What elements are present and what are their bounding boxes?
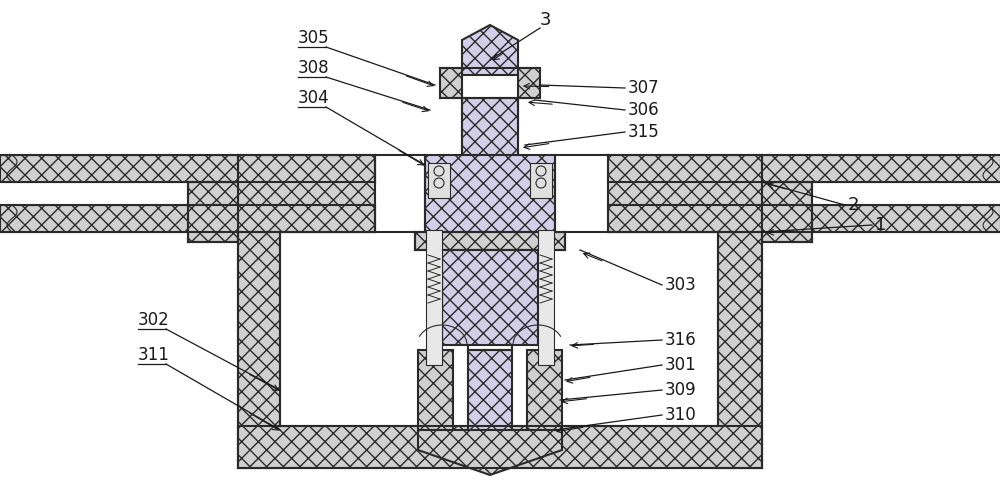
Polygon shape: [238, 155, 375, 232]
Polygon shape: [418, 350, 453, 430]
Text: 307: 307: [628, 79, 660, 97]
Polygon shape: [462, 98, 518, 155]
Polygon shape: [468, 350, 512, 430]
Polygon shape: [608, 155, 1000, 182]
Text: 306: 306: [628, 101, 660, 119]
Text: 316: 316: [665, 331, 697, 349]
Polygon shape: [442, 250, 538, 345]
Text: 315: 315: [628, 123, 660, 141]
Polygon shape: [762, 182, 812, 242]
Text: 309: 309: [665, 381, 697, 399]
Text: 303: 303: [665, 276, 697, 294]
Text: 311: 311: [138, 346, 170, 364]
Polygon shape: [608, 182, 1000, 205]
Text: 308: 308: [298, 59, 330, 77]
Polygon shape: [238, 232, 280, 468]
Polygon shape: [530, 163, 552, 198]
Polygon shape: [0, 182, 375, 205]
Polygon shape: [0, 205, 375, 232]
Polygon shape: [428, 163, 450, 198]
Polygon shape: [608, 155, 762, 232]
Polygon shape: [188, 182, 238, 242]
Polygon shape: [518, 68, 540, 98]
Text: 2: 2: [848, 196, 860, 214]
Text: 304: 304: [298, 89, 330, 107]
Polygon shape: [375, 182, 608, 205]
Polygon shape: [0, 155, 375, 182]
Polygon shape: [426, 230, 442, 365]
Text: 301: 301: [665, 356, 697, 374]
Text: 1: 1: [875, 216, 886, 234]
Text: 3: 3: [539, 11, 551, 29]
Polygon shape: [425, 155, 555, 232]
Text: 305: 305: [298, 29, 330, 47]
Polygon shape: [462, 25, 518, 75]
Text: 302: 302: [138, 311, 170, 329]
Polygon shape: [238, 426, 762, 468]
Polygon shape: [527, 350, 562, 430]
Text: 310: 310: [665, 406, 697, 424]
Polygon shape: [418, 430, 562, 475]
Polygon shape: [718, 232, 762, 468]
Polygon shape: [415, 232, 565, 250]
Polygon shape: [608, 205, 1000, 232]
Polygon shape: [440, 68, 462, 98]
Polygon shape: [538, 230, 554, 365]
